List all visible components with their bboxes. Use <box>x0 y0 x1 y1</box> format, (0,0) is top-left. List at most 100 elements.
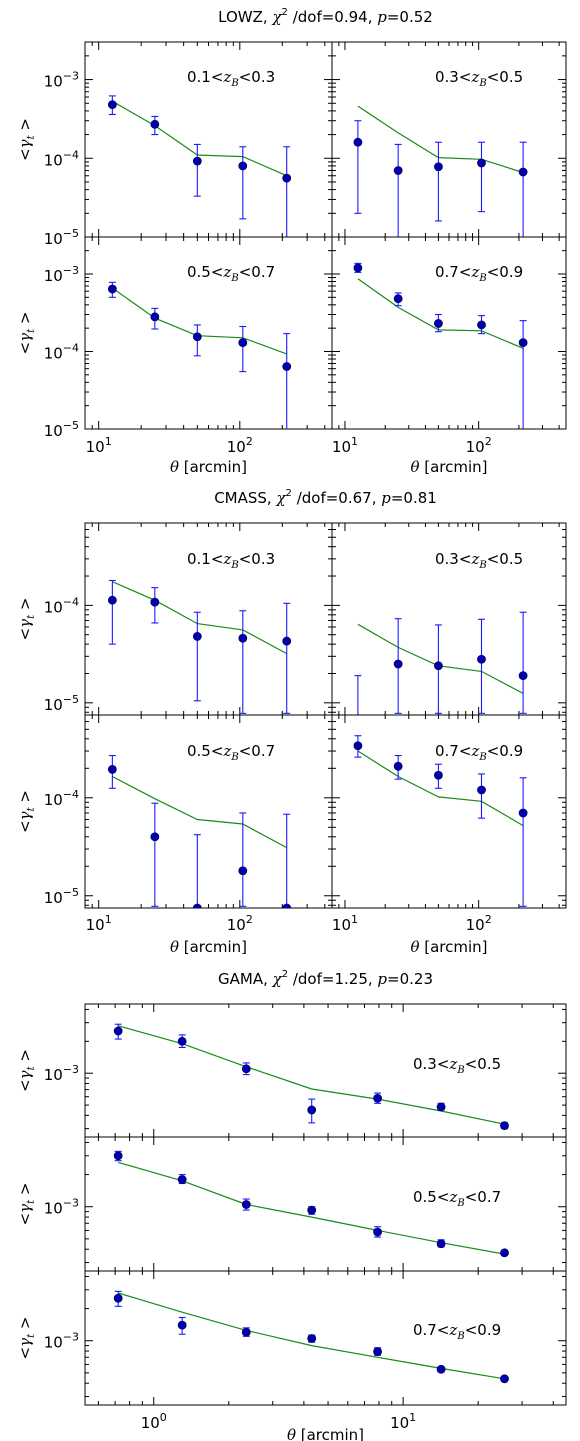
panel-1: 10−5 10−4 <γt > 0.1<zB<0.3 <box>16 522 333 716</box>
figure-3: GAMA, χ2 /dof=1.25, p=0.23 10−3 <γt > 0.3<z… <box>16 969 567 1441</box>
panel-label: 0.5<zB<0.7 <box>413 1188 501 1209</box>
data-point <box>113 1151 123 1161</box>
data-point <box>373 1227 382 1237</box>
data-point <box>500 1374 509 1384</box>
data-point <box>477 158 486 168</box>
data-point <box>150 119 160 129</box>
figure-title: CMASS, χ2 /dof=0.67, p=0.81 <box>214 488 437 507</box>
data-point <box>434 162 443 172</box>
figure-2: CMASS, χ2 /dof=0.67, p=0.81 10−5 10−4 <γt >… <box>16 488 567 956</box>
svg-text:<γt >: <γt > <box>16 118 37 161</box>
x-tick-label: 101 <box>332 913 358 934</box>
data-point <box>434 661 443 671</box>
y-tick-label: 10−5 <box>44 227 79 248</box>
y-axis-label: <γt > <box>16 312 37 355</box>
x-tick-label: 101 <box>86 913 112 934</box>
data-point <box>373 1093 382 1103</box>
panel-label: 0.7<zB<0.9 <box>413 1321 501 1342</box>
figure-title: GAMA, χ2 /dof=1.25, p=0.23 <box>218 969 433 988</box>
data-point <box>518 671 528 681</box>
data-point <box>238 633 248 643</box>
data-point <box>353 741 363 751</box>
data-point <box>113 1026 123 1036</box>
panel-1: 10−5 10−4 10−3 <γt > 0.1<zB<0.3 <box>16 41 333 248</box>
panel-3: 10−3 <γt > 100 101 θ [arcmin] 0.7<zB<0.9 <box>16 1270 567 1441</box>
panel-4: 101 102 θ [arcmin] 0.7<zB<0.9 <box>331 236 567 476</box>
data-point <box>282 362 292 371</box>
data-point <box>307 1334 317 1343</box>
y-axis-label: <γt > <box>16 1049 37 1092</box>
data-point <box>393 166 403 175</box>
y-tick-label: 10−3 <box>44 264 79 285</box>
data-point <box>434 770 443 780</box>
data-point <box>113 1293 123 1303</box>
data-point <box>177 1175 187 1184</box>
data-point <box>107 595 117 605</box>
panel-1: 10−3 <γt > 0.3<zB<0.5 <box>16 1003 567 1138</box>
x-tick-label: 101 <box>332 435 358 456</box>
data-point <box>107 284 117 294</box>
data-point <box>477 654 486 664</box>
panel-4: 101 102 θ [arcmin] 0.7<zB<0.9 <box>331 714 567 956</box>
data-point <box>373 1347 382 1357</box>
svg-text:<γt >: <γt > <box>16 1183 37 1226</box>
y-tick-label: 10−3 <box>44 1197 79 1218</box>
svg-text:<γt >: <γt > <box>16 598 37 641</box>
x-tick-label: 102 <box>466 435 492 456</box>
x-axis-label: θ [arcmin] <box>170 458 247 476</box>
y-tick-label: 10−5 <box>44 886 79 907</box>
panel-data <box>107 579 292 714</box>
figure-1: LOWZ, χ2 /dof=0.94, p=0.52 10−5 10−4 10−3 <γ… <box>16 7 567 476</box>
data-point <box>353 137 363 147</box>
panel-data <box>113 1290 509 1384</box>
data-point <box>393 659 403 669</box>
panel-3: 10−5 10−4 10−3 <γt > 101 102 θ [arcmin] 0.5<zB<… <box>16 236 333 476</box>
svg-text:<γt >: <γt > <box>16 1049 37 1092</box>
x-axis-label: θ [arcmin] <box>287 1426 364 1441</box>
data-point <box>238 338 248 348</box>
x-tick-label: 100 <box>141 1411 167 1432</box>
data-point <box>518 338 528 348</box>
panel-label: 0.3<zB<0.5 <box>435 68 523 89</box>
panel-label: 0.5<zB<0.7 <box>187 742 275 763</box>
panel-data <box>353 735 528 907</box>
data-point <box>477 785 486 795</box>
data-point <box>192 332 202 342</box>
data-point <box>241 1327 251 1337</box>
data-point <box>518 808 528 818</box>
data-point <box>192 903 202 908</box>
y-tick-label: 10−4 <box>44 788 79 809</box>
svg-text:<γt >: <γt > <box>16 312 37 355</box>
data-point <box>282 903 292 908</box>
panel-2: 10−3 <γt > 0.5<zB<0.7 <box>16 1136 567 1272</box>
y-axis-label: <γt > <box>16 790 37 833</box>
panel-label: 0.3<zB<0.5 <box>413 1055 501 1076</box>
data-point <box>436 1364 446 1374</box>
panel-2: 0.3<zB<0.5 <box>331 41 567 238</box>
x-tick-label: 102 <box>466 913 492 934</box>
data-point <box>238 161 248 171</box>
model-line <box>357 623 524 694</box>
data-point <box>107 764 117 774</box>
data-point <box>150 312 160 322</box>
panel-label: 0.5<zB<0.7 <box>187 263 275 284</box>
y-tick-label: 10−5 <box>44 419 79 440</box>
panel-data <box>113 1150 509 1258</box>
data-point <box>477 320 486 330</box>
model-line <box>357 278 524 349</box>
y-tick-label: 10−3 <box>44 70 79 91</box>
figure-title: LOWZ, χ2 /dof=0.94, p=0.52 <box>218 7 433 26</box>
model-line <box>112 581 287 655</box>
x-tick-label: 101 <box>86 435 112 456</box>
x-tick-label: 101 <box>390 1411 416 1432</box>
data-point <box>434 319 443 328</box>
data-point <box>107 100 117 110</box>
panel-label: 0.1<zB<0.3 <box>187 550 275 571</box>
svg-text:<γt >: <γt > <box>16 1317 37 1360</box>
panel-data <box>353 262 528 429</box>
data-point <box>238 866 248 876</box>
data-point <box>307 1105 317 1115</box>
model-line <box>357 105 524 174</box>
data-point <box>282 173 292 183</box>
